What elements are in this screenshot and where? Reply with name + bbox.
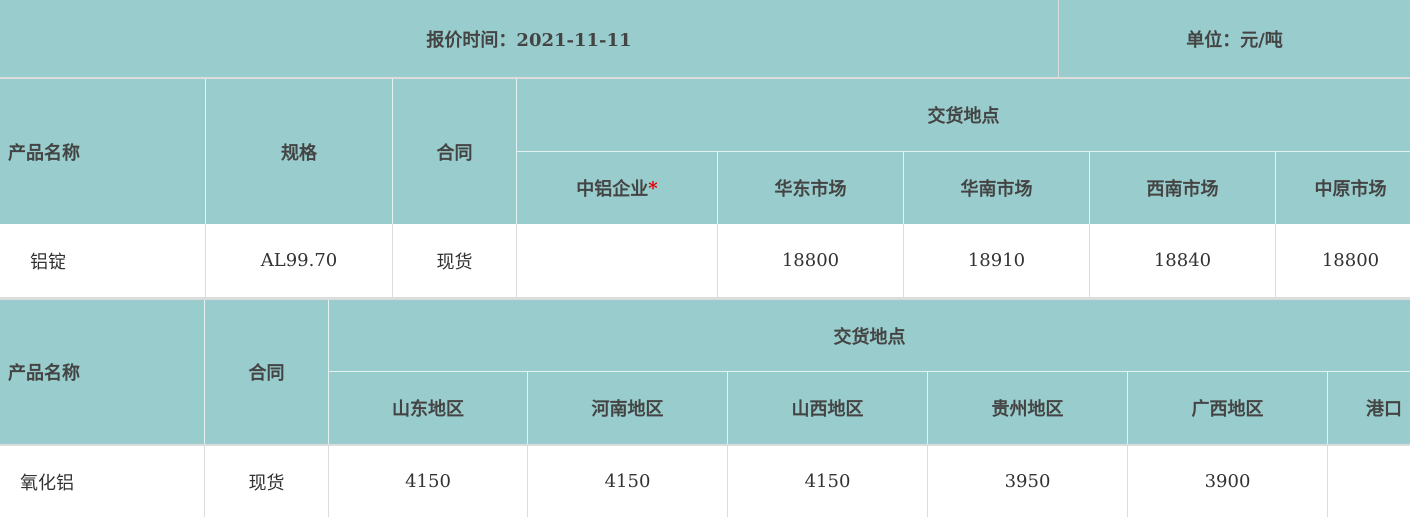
cell-price: 4150	[527, 444, 727, 517]
cell-contract: 现货	[204, 444, 328, 517]
header-location: 港口	[1327, 371, 1410, 444]
cell-price: 3950	[927, 444, 1127, 517]
cell-contract: 现货	[392, 224, 516, 297]
header-contract: 合同	[392, 79, 516, 224]
cell-price: 3900	[1127, 444, 1327, 517]
header-delivery: 交货地点	[328, 300, 1410, 371]
header-product: 产品名称	[0, 300, 204, 444]
cell-price	[516, 224, 717, 297]
header-spec: 规格	[205, 79, 392, 224]
header-location: 中铝企业 *	[516, 151, 717, 224]
header-location: 河南地区	[527, 371, 727, 444]
cell-price: 18800	[717, 224, 903, 297]
header-location: 山东地区	[328, 371, 527, 444]
header-contract: 合同	[204, 300, 328, 444]
cell-price	[1327, 444, 1410, 517]
header-location: 华东市场	[717, 151, 903, 224]
cell-product: 铝锭	[0, 224, 205, 297]
header-location: 华南市场	[903, 151, 1089, 224]
header-location: 广西地区	[1127, 371, 1327, 444]
cell-price: 4150	[727, 444, 927, 517]
cell-price: 4150	[328, 444, 527, 517]
header-location: 贵州地区	[927, 371, 1127, 444]
required-star: *	[648, 177, 658, 199]
cell-price: 18840	[1089, 224, 1275, 297]
header-product: 产品名称	[0, 79, 205, 224]
header-location: 西南市场	[1089, 151, 1275, 224]
cell-price: 18910	[903, 224, 1089, 297]
header-delivery: 交货地点	[516, 79, 1410, 151]
unit-label: 单位：元/吨	[1058, 0, 1410, 77]
header-location: 中原市场	[1275, 151, 1410, 224]
cell-price: 18800	[1275, 224, 1410, 297]
divider	[0, 297, 1410, 300]
cell-spec: AL99.70	[205, 224, 392, 297]
quote-time: 报价时间：2021-11-11	[0, 0, 1058, 77]
header-location: 山西地区	[727, 371, 927, 444]
location-label: 中铝企业	[576, 179, 649, 200]
cell-product: 氧化铝	[0, 444, 204, 517]
divider	[0, 77, 1410, 79]
